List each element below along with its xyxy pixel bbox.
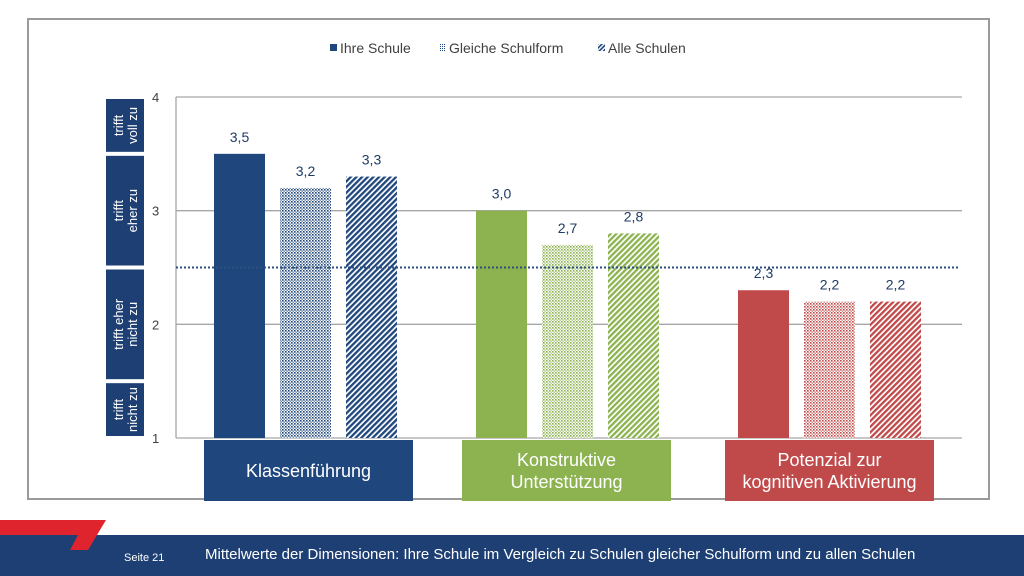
scale-label: nicht zu [125,302,140,347]
y-tick-label: 2 [152,317,159,332]
bar [542,244,593,438]
footer-caption: Mittelwerte der Dimensionen: Ihre Schule… [205,546,916,563]
scale-label: trifft [111,398,126,420]
footer-bar [0,535,1024,576]
category-box [204,440,413,501]
legend-label: Ihre Schule [340,40,411,56]
legend-swatch [598,44,605,51]
bar [608,233,659,438]
bar [476,210,527,438]
category-label: Potenzial zur [777,450,881,470]
category-box [462,440,671,501]
legend: Ihre Schule Gleiche Schulform Alle Schulen [330,40,686,56]
scale-label: nicht zu [125,387,140,432]
data-label: 3,0 [492,186,512,202]
data-label: 2,2 [886,277,906,293]
scale-box [106,155,144,266]
bar [214,153,265,439]
y-tick-label: 3 [152,204,159,219]
scale-label: trifft eher [111,298,126,350]
data-label: 3,3 [362,152,382,168]
bar [870,301,921,438]
scale-label: trifft [111,200,126,222]
category-label: kognitiven Aktivierung [742,472,916,492]
bar [346,176,397,439]
y-tick-label: 1 [152,431,159,446]
legend-swatch [330,44,337,51]
y-tick-label: 4 [152,90,159,105]
scale-label: trifft [111,114,126,136]
footer-accent [0,520,106,550]
bar [738,290,789,438]
scale-box [106,269,144,380]
scale-label: voll zu [125,107,140,144]
scale-label: eher zu [125,189,140,232]
bar [280,187,331,438]
data-label: 3,2 [296,163,316,179]
legend-label: Alle Schulen [608,40,686,56]
data-label: 2,8 [624,208,644,224]
category-label: Unterstützung [510,472,622,492]
category-box [725,440,934,501]
bar [804,301,855,438]
scale-box [106,383,144,436]
bars: 3,5 3,2 3,3 3,0 2,7 2,8 2,3 2,2 2,2 [214,129,921,439]
page-number: Seite 21 [124,552,165,564]
category-label: Klassenführung [246,461,371,481]
data-label: 2,2 [820,277,840,293]
data-label: 2,7 [558,220,578,236]
legend-label: Gleiche Schulform [449,40,563,56]
category-label: Konstruktive [517,450,616,470]
legend-swatch [439,44,446,51]
data-label: 3,5 [230,129,250,145]
data-label: 2,3 [754,265,774,281]
scale-box [106,99,144,152]
